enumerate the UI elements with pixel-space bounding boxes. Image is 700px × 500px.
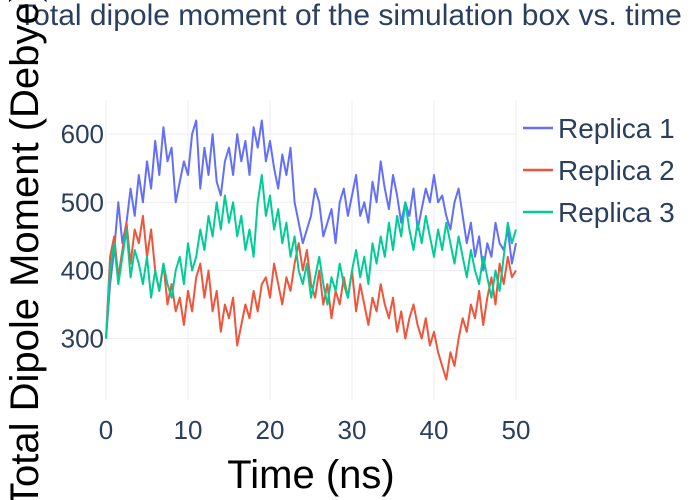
series-line-replica-2 [105,214,517,381]
plot-area [105,119,517,381]
x-tick-label: 30 [338,415,367,445]
legend-label: Replica 3 [558,197,675,228]
y-axis-ticks: 300 400 500 600 [61,119,104,354]
chart-title: Total dipole moment of the simulation bo… [18,0,682,32]
y-tick-label: 400 [61,255,104,285]
x-tick-label: 10 [174,415,203,445]
series-line-replica-3 [105,174,517,339]
y-axis-title: Total Dipole Moment (Debye) [3,0,47,500]
y-tick-label: 600 [61,119,104,149]
x-axis-ticks: 0 10 20 30 40 50 [99,415,531,445]
legend-label: Replica 2 [558,155,675,186]
y-tick-label: 500 [61,187,104,217]
x-tick-label: 40 [420,415,449,445]
x-tick-label: 20 [256,415,285,445]
x-tick-label: 0 [99,415,113,445]
series-line-replica-1 [105,119,517,339]
x-tick-label: 50 [502,415,531,445]
y-tick-label: 300 [61,324,104,354]
legend: Replica 1 Replica 2 Replica 3 [523,113,675,228]
x-axis-title: Time (ns) [227,453,394,497]
legend-label: Replica 1 [558,113,675,144]
